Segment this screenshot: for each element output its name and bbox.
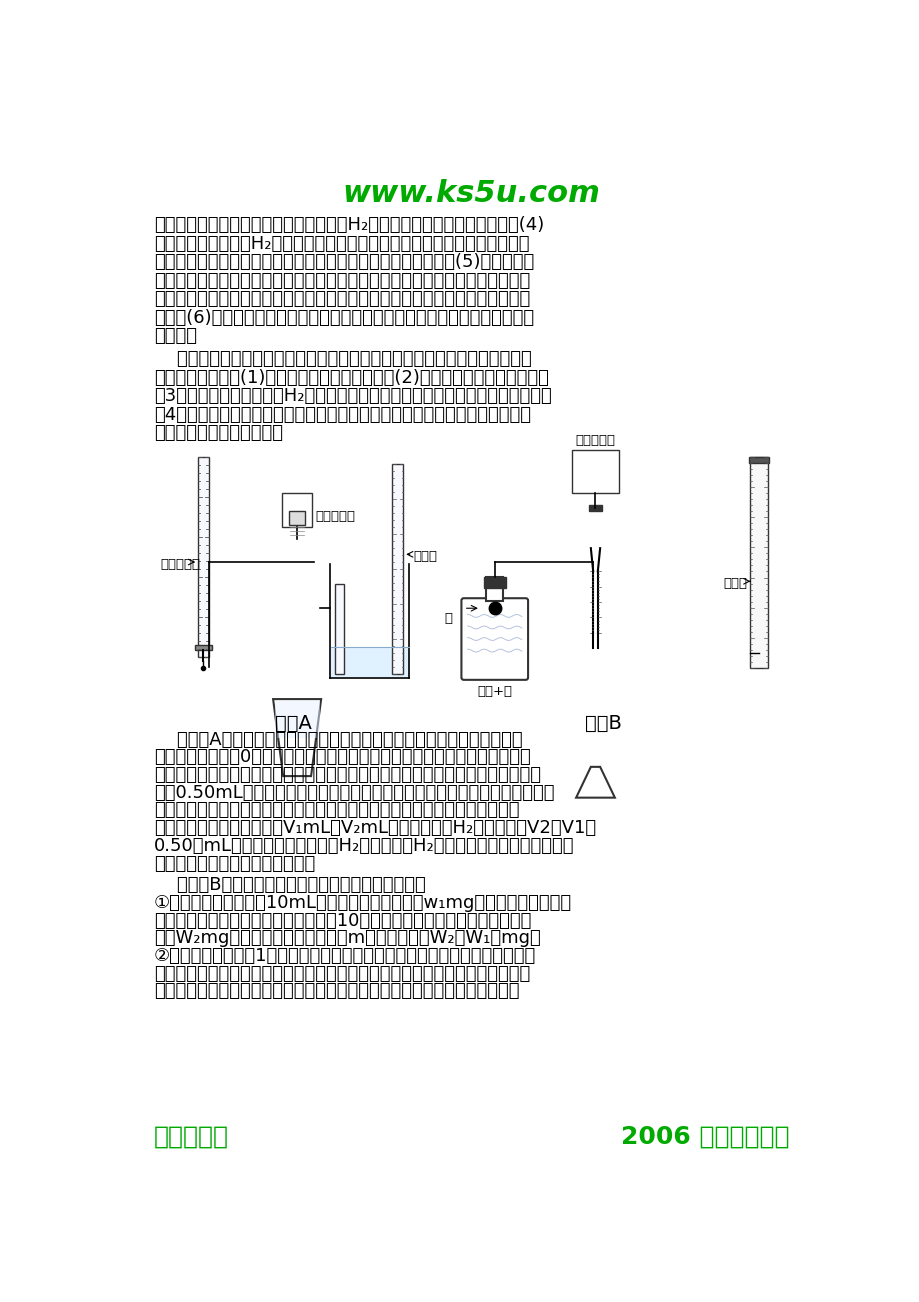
Text: 用装置B进行乙醇结构式的确定，其实验步骤如下：: 用装置B进行乙醇结构式的确定，其实验步骤如下： [153,876,425,894]
Text: 乙醇+苯: 乙醇+苯 [477,685,512,698]
Bar [289,512,304,525]
Text: ②向青霉素瓶中加入1毫升苯作为无水乙醇的稀释剂，在橡皮塞的内侧固定一个: ②向青霉素瓶中加入1毫升苯作为无水乙醇的稀释剂，在橡皮塞的内侧固定一个 [153,947,536,965]
Bar [282,492,312,527]
Text: 应是一个放热反应，反应中放出的热量使反应容器内气体体积膨胀，导致广口瓶: 应是一个放热反应，反应中放出的热量使反应容器内气体体积膨胀，导致广口瓶 [153,272,529,290]
Text: （4）要使乙醇彻底反应完且反应速率要快等。据此本人利用以下两种实验装置: （4）要使乙醇彻底反应完且反应速率要快等。据此本人利用以下两种实验装置 [153,406,530,423]
Text: 2006 精品资料系列: 2006 精品资料系列 [620,1125,789,1148]
Text: 量为W₂mg，则加入无水乙醇的质量m（乙醇）＝（W₂－W₁）mg。: 量为W₂mg，则加入无水乙醇的质量m（乙醇）＝（W₂－W₁）mg。 [153,930,540,948]
Text: 高考资源网: 高考资源网 [153,1125,229,1148]
Bar [483,577,505,589]
FancyBboxPatch shape [461,598,528,680]
Text: 量气管: 量气管 [722,577,746,590]
Text: 笔者做过该实验，要准确确定乙醇的结构简式有一定难度，至少在如下几个: 笔者做过该实验，要准确确定乙醇的结构简式有一定难度，至少在如下几个 [153,350,531,368]
Bar [572,450,618,492]
Text: 大头针，在大头针的另一端插上一小块金属钠，再将连在输液器上的针头，按照: 大头针，在大头针的另一端插上一小块金属钠，再将连在输液器上的针头，按照 [153,965,529,983]
Text: 反应，及时调整量气管中液面两侧液面水平，反应结束后冷却至室温，根据反: 反应，及时调整量气管中液面两侧液面水平，反应结束后冷却至室温，根据反 [153,802,518,819]
Text: 酸式滴定管: 酸式滴定管 [161,559,200,572]
Text: 误差；(6)量筒是一种粗量液体体积的容器，不能准确测量液体体积，会造成读: 误差；(6)量筒是一种粗量液体体积的容器，不能准确测量液体体积，会造成读 [153,309,533,327]
Bar [392,465,403,673]
Text: 实验装置图所示的方式插入橡皮塞，然后将带有大头针和针头的橡皮塞紧到青: 实验装置图所示的方式插入橡皮塞，然后将带有大头针和针头的橡皮塞紧到青 [153,983,518,1000]
Text: www.ks5u.com: www.ks5u.com [342,178,600,208]
Text: 方面要加以注意：(1)准确测量乙醇液体的体积，(2)装置的气密性要非常良好，: 方面要加以注意：(1)准确测量乙醇液体的体积，(2)装置的气密性要非常良好， [153,368,548,387]
Text: 该题采用排液法测定H₂的体积，必然会带来这样的问题，广口瓶和量筒之间的: 该题采用排液法测定H₂的体积，必然会带来这样的问题，广口瓶和量筒之间的 [153,234,528,253]
Text: ①用电子天平称量一支10mL干燥空青霉素瓶的质量w₁mg，然后用医用注射器: ①用电子天平称量一支10mL干燥空青霉素瓶的质量w₁mg，然后用医用注射器 [153,894,572,911]
Bar [335,583,344,673]
Bar [589,505,601,512]
Polygon shape [575,767,614,798]
Text: 做过该实验，装置图如下：: 做过该实验，装置图如下： [153,424,282,443]
Text: 医用输液器: 医用输液器 [575,435,615,448]
Text: 医用输液器: 医用输液器 [314,510,355,523]
Text: 装置B: 装置B [584,713,621,733]
Text: 醇并将液面调整在0刻度以下，在具支试管里加入一定量的金属钠（保证钠与加: 醇并将液面调整在0刻度以下，在具支试管里加入一定量的金属钠（保证钠与加 [153,749,530,767]
Text: 放出0.50mL乙醇，轻轻振荡具支试管，稍微加热以下，乙醇与金属钠快速发生: 放出0.50mL乙醇，轻轻振荡具支试管，稍微加热以下，乙醇与金属钠快速发生 [153,784,553,802]
Text: （3）不宜采用排液法收集H₂，可以采用排水收集法和量气管量气法等其它方法，: （3）不宜采用排液法收集H₂，可以采用排水收集法和量气管量气法等其它方法， [153,387,550,405]
Text: 数误差。: 数误差。 [153,327,197,345]
Text: 装置A: 装置A [275,713,312,733]
Bar [486,577,503,600]
Bar [198,457,209,656]
Text: 入的乙醇反应时过量），再加入少量的苯（起到稀释剂的作用），从酸式滴定管中: 入的乙醇反应时过量），再加入少量的苯（起到稀释剂的作用），从酸式滴定管中 [153,766,540,784]
Text: 钠: 钠 [444,612,452,625]
Text: 烧瓶中的乙醇的体积也占有一定空间，对H₂体积的测定会产生一定的误差；(4): 烧瓶中的乙醇的体积也占有一定空间，对H₂体积的测定会产生一定的误差；(4) [153,216,543,234]
Text: 中排出的水量增多，冷却至室温后排入量筒中的水无法再回到广口瓶中导致实验: 中排出的水量增多，冷却至室温后排入量筒中的水无法再回到广口瓶中导致实验 [153,290,529,309]
Text: 用装置A进行乙醇结构式的确定，其操作如下：酸式滴定管中加入无水乙: 用装置A进行乙醇结构式的确定，其操作如下：酸式滴定管中加入无水乙 [153,730,522,749]
Text: 0.50）mL，再转换成标准状况下H₂的体积求出H₂的物质的量，最后根据反应的: 0.50）mL，再转换成标准状况下H₂的体积求出H₂的物质的量，最后根据反应的 [153,837,573,855]
Text: 关系式和推理确定乙醇的结构式。: 关系式和推理确定乙醇的结构式。 [153,854,314,872]
Text: 应前后量气管内液面的刻度V₁mL、V₂mL，则反应产生H₂的体积为（V2－V1－: 应前后量气管内液面的刻度V₁mL、V₂mL，则反应产生H₂的体积为（V2－V1－ [153,819,596,837]
Bar [331,647,408,677]
Text: 吸入少量无水乙醇，向青霉素瓶中注入10滴无水乙醇，再用电子天平称量其质: 吸入少量无水乙醇，向青霉素瓶中注入10滴无水乙醇，再用电子天平称量其质 [153,911,530,930]
Polygon shape [273,699,321,776]
Bar [750,457,766,668]
Text: 玻璃管中的留有液体无法顺利排入到量筒中，肯定会造成误差；(5)钠与乙醇反: 玻璃管中的留有液体无法顺利排入到量筒中，肯定会造成误差；(5)钠与乙醇反 [153,254,533,271]
Bar [748,457,768,462]
Text: 量气管: 量气管 [413,551,437,564]
Polygon shape [275,700,319,738]
Bar [195,646,211,650]
